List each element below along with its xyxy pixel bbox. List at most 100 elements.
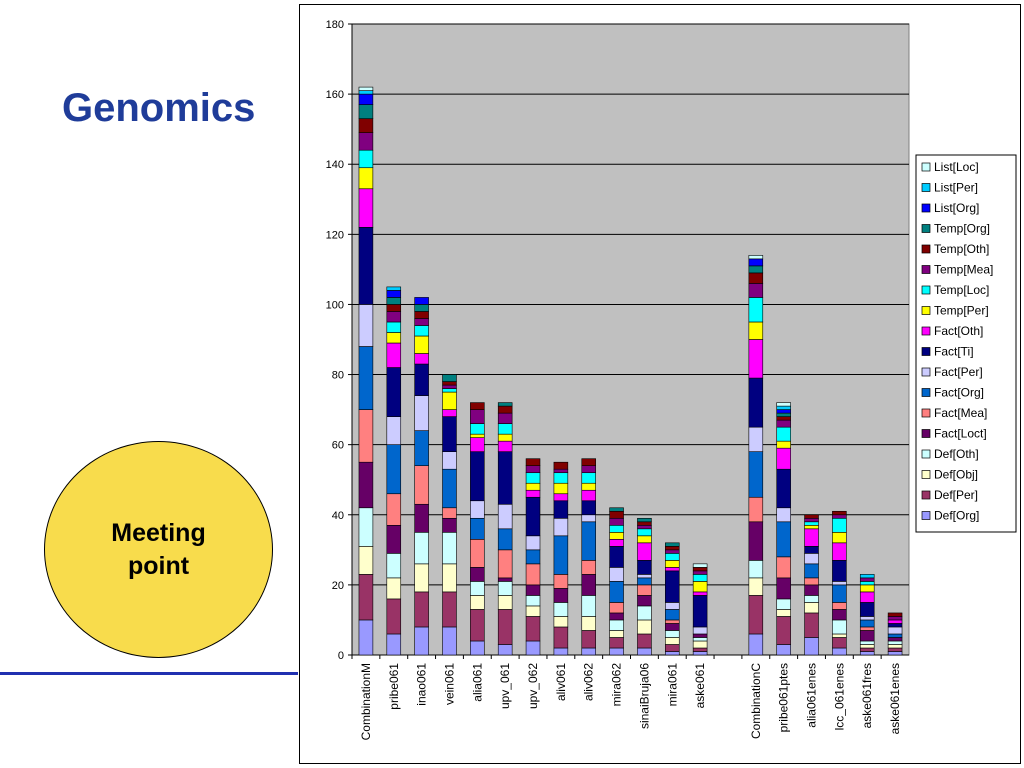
bar-segment	[776, 644, 791, 656]
bar-segment	[832, 542, 847, 561]
bar-segment	[776, 409, 791, 414]
bar-segment	[386, 286, 402, 291]
bar-segment	[358, 90, 374, 95]
bar-segment	[609, 647, 624, 656]
bar-segment	[832, 584, 847, 603]
bar-segment	[748, 283, 764, 298]
y-tick-label: 120	[326, 229, 344, 241]
y-tick-label: 140	[326, 159, 344, 171]
bar-segment	[414, 591, 429, 628]
bar-segment	[414, 297, 429, 305]
meeting-point-label: Meeting point	[111, 519, 206, 580]
bar-segment	[386, 297, 402, 305]
bar-segment	[637, 605, 652, 621]
bar-segment	[553, 574, 569, 589]
bar-segment	[887, 612, 903, 617]
bar-segment	[776, 402, 791, 407]
bar-segment	[692, 595, 708, 628]
bar-segment	[609, 567, 624, 582]
legend-label: Def[Org]	[934, 509, 979, 523]
bar-segment	[497, 440, 513, 452]
bar-segment	[553, 626, 569, 649]
bar-segment	[887, 623, 903, 628]
legend-swatch	[921, 408, 931, 418]
bar-segment	[497, 549, 513, 579]
bar-segment	[665, 560, 680, 568]
bar-segment	[414, 395, 429, 431]
bar-segment	[414, 465, 429, 505]
bar-segment	[470, 433, 485, 438]
bar-segment	[442, 626, 457, 656]
bar-segment	[887, 644, 903, 649]
bar-segment	[887, 647, 903, 652]
legend-label: List[Per]	[934, 181, 978, 195]
bar-segment	[553, 647, 569, 656]
legend-box	[915, 154, 1017, 533]
bar-segment	[358, 619, 374, 656]
bar-segment	[637, 577, 652, 586]
bar-segment	[358, 507, 374, 547]
bar-segment	[692, 626, 708, 635]
bar-segment	[804, 553, 819, 565]
x-tick-label: CombinationC	[749, 663, 763, 739]
bar-segment	[581, 647, 596, 656]
legend-swatch	[921, 224, 931, 233]
bar-segment	[414, 325, 429, 337]
bar-segment	[748, 339, 764, 379]
bar-segment	[497, 433, 513, 442]
bar-segment	[442, 468, 457, 509]
bar-segment	[832, 633, 847, 638]
x-tick-label: pribe061ptes	[777, 663, 791, 732]
bar-segment	[748, 451, 764, 498]
bar-segment	[386, 416, 402, 445]
bar-segment	[776, 521, 791, 558]
legend-label: Temp[Org]	[934, 222, 990, 236]
bar-segment	[358, 227, 374, 305]
bar-segment	[748, 265, 764, 274]
bar-segment	[553, 461, 569, 470]
bar-segment	[358, 188, 374, 228]
bar-segment	[692, 570, 708, 575]
x-tick-label: sinaiBruja06	[637, 663, 651, 729]
plot-area	[351, 23, 910, 656]
legend-label: Temp[Loc]	[934, 283, 989, 297]
bar-segment	[804, 517, 819, 523]
legend-swatch	[921, 265, 931, 274]
bar-segment	[358, 304, 374, 347]
bar-segment	[414, 335, 429, 354]
legend-label: Def[Oth]	[934, 447, 979, 461]
bar-segment	[470, 609, 485, 642]
bar-segment	[776, 616, 791, 645]
bar-segment	[525, 482, 541, 491]
bar-segment	[776, 577, 791, 600]
bar-segment	[637, 595, 652, 607]
legend-swatch	[921, 183, 931, 192]
bar-segment	[776, 412, 791, 417]
bar-segment	[692, 637, 708, 642]
bar-segment	[581, 472, 596, 484]
bar-segment	[470, 567, 485, 582]
legend-swatch	[921, 429, 931, 438]
bar-segment	[859, 591, 875, 603]
bar-segment	[358, 118, 374, 133]
bar-segment	[358, 574, 374, 621]
bar-segment	[665, 553, 680, 561]
bar-segment	[637, 517, 652, 523]
bar-segment	[859, 647, 875, 652]
bar-segment	[414, 503, 429, 533]
bar-segment	[665, 567, 680, 572]
bar-segment	[553, 482, 569, 495]
bar-segment	[748, 633, 764, 656]
bar-segment	[414, 311, 429, 319]
legend-label: Temp[Oth]	[934, 242, 989, 256]
legend-swatch	[921, 203, 931, 213]
bar-segment	[553, 500, 569, 519]
bar-segment	[776, 440, 791, 449]
bar-segment	[859, 619, 875, 628]
bar-segment	[832, 581, 847, 586]
bar-segment	[776, 556, 791, 579]
bar-segment	[665, 609, 680, 621]
bar-segment	[776, 426, 791, 442]
bar-segment	[748, 258, 764, 267]
bar-segment	[776, 405, 791, 410]
